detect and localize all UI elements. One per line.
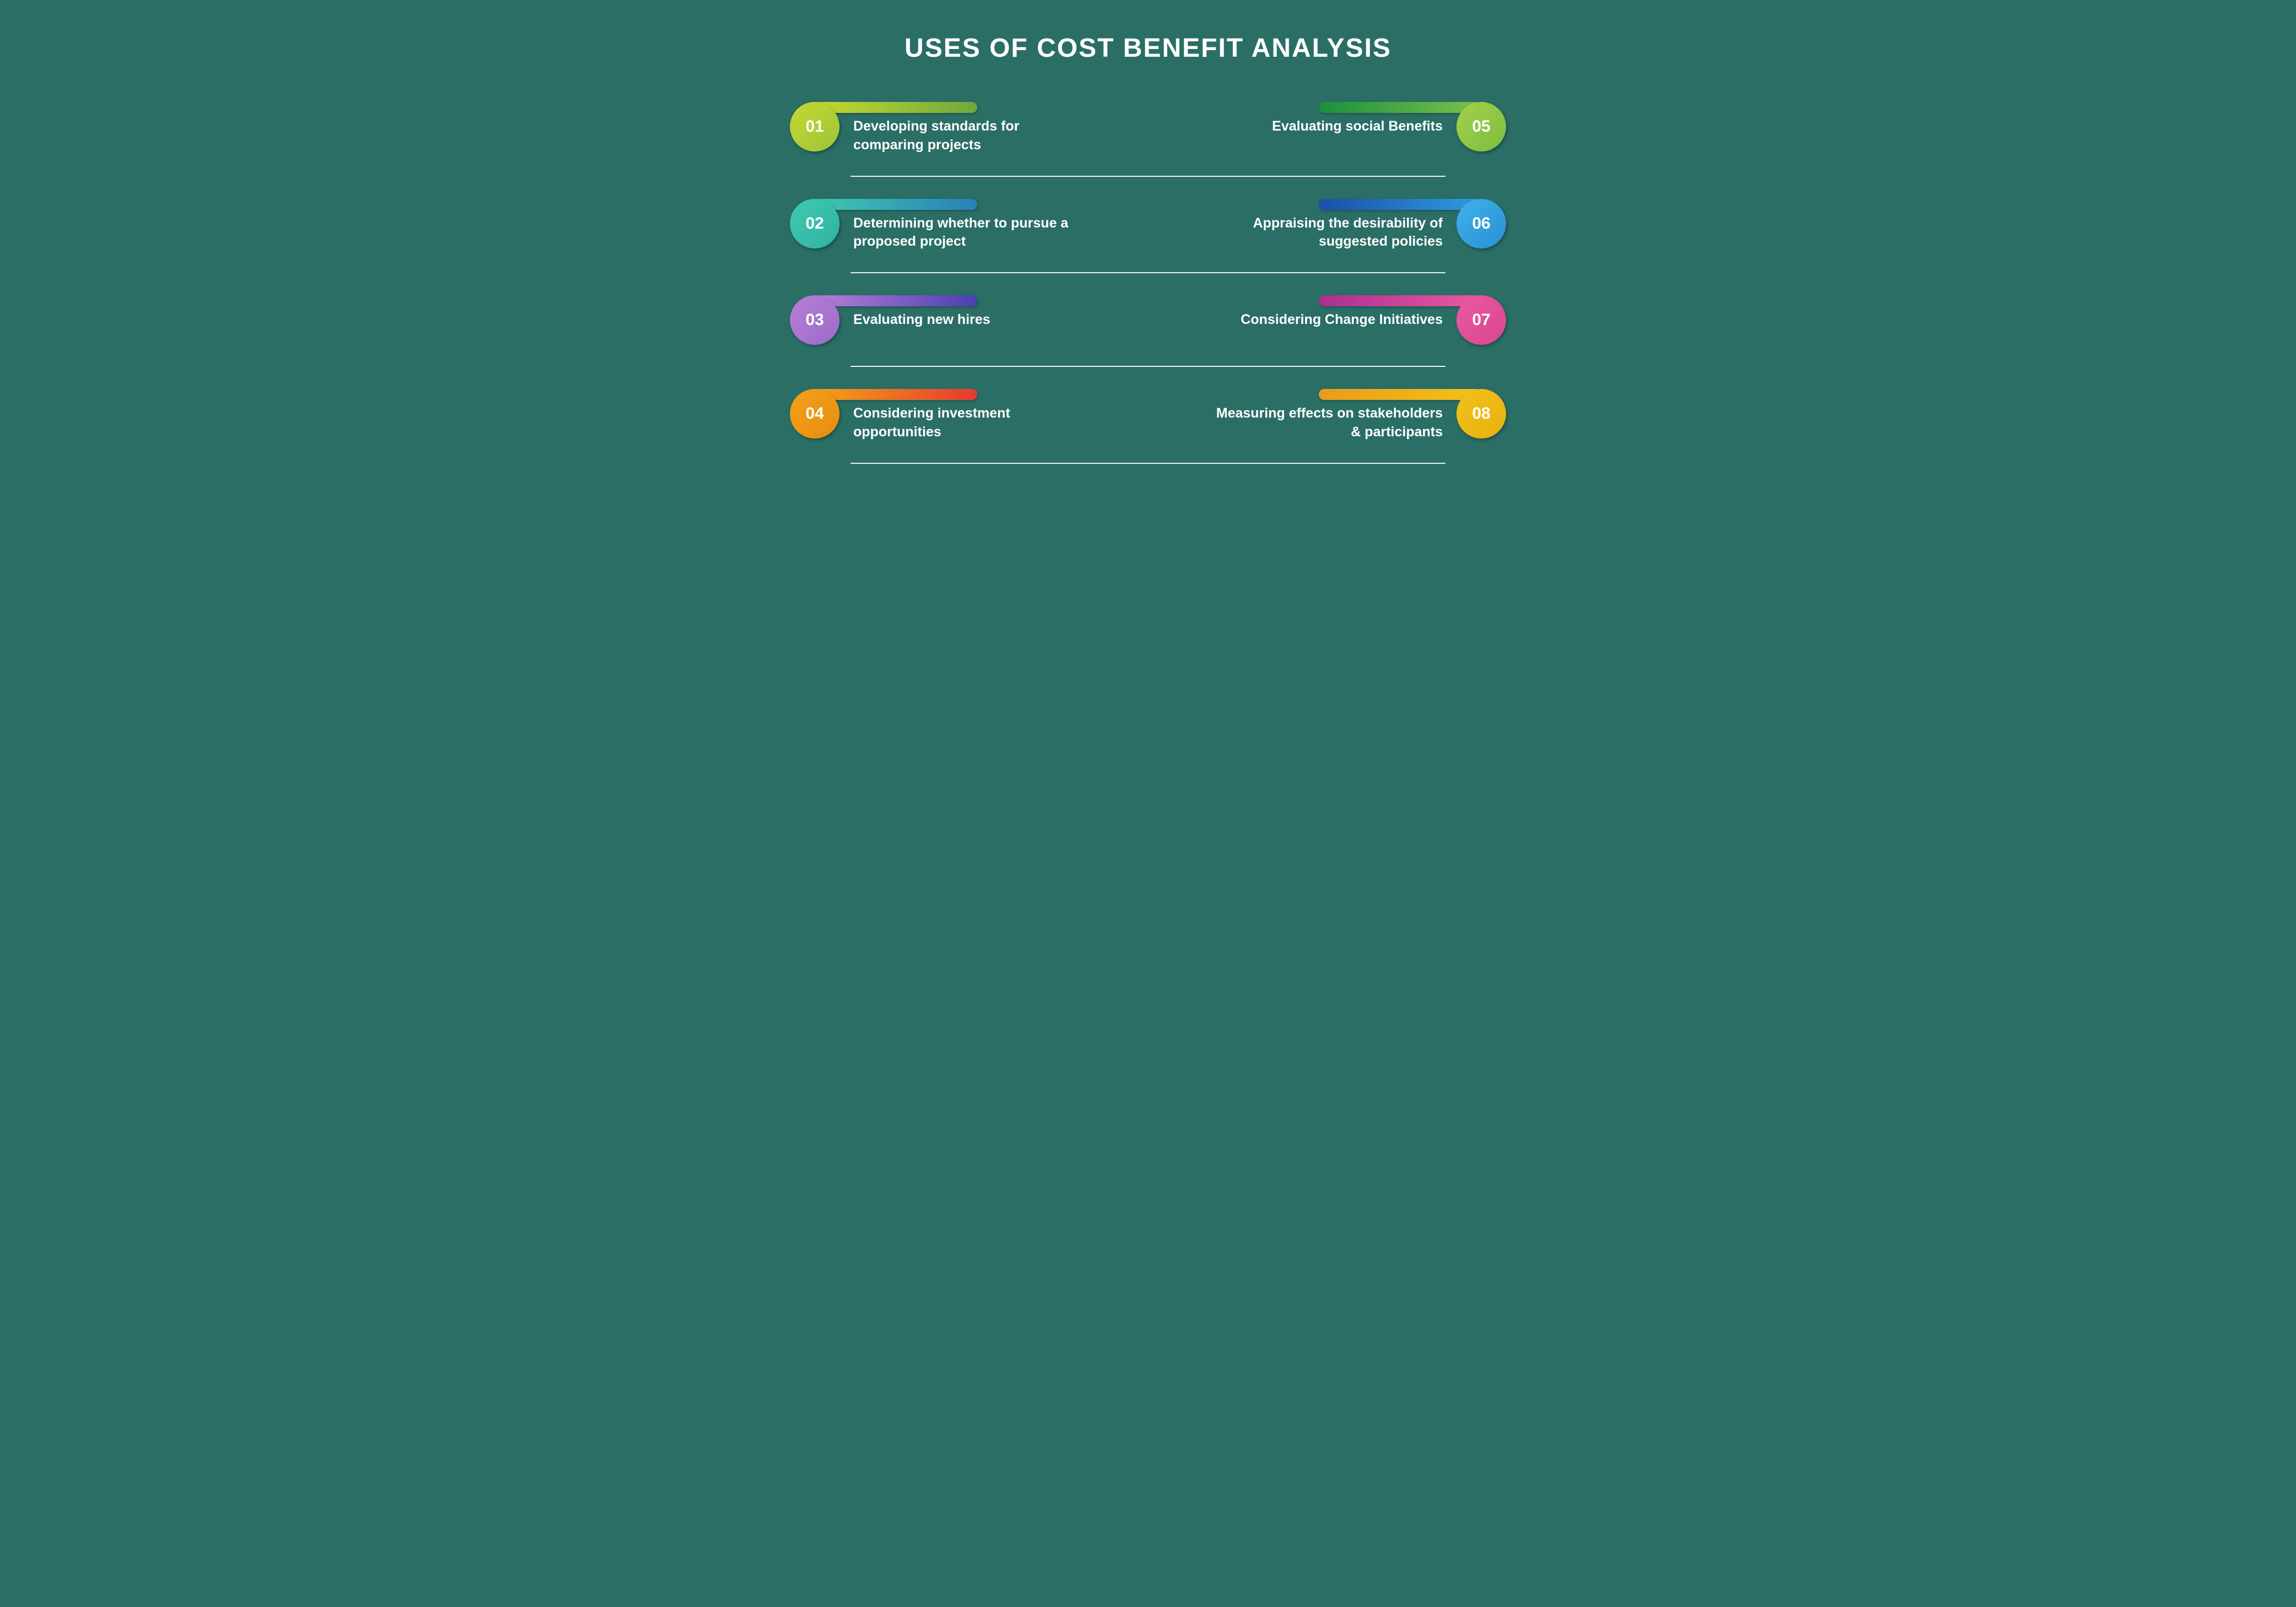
item-04-bubble: 04 — [790, 389, 840, 439]
item-06-underline — [1148, 272, 1445, 273]
item-05-number: 05 — [1472, 117, 1490, 136]
item-04-underline — [851, 463, 1148, 464]
item-01-underline — [851, 176, 1148, 177]
item-01-tab — [815, 102, 977, 113]
item-08-bubble: 08 — [1456, 389, 1506, 439]
item-07: Considering Change Initiatives 07 — [1148, 295, 1512, 367]
item-08: Measuring effects on stakeholders & part… — [1148, 389, 1512, 464]
item-06-tab — [1319, 199, 1481, 210]
item-07-bubble: 07 — [1456, 295, 1506, 345]
item-08-number: 08 — [1472, 404, 1490, 423]
item-03-number: 03 — [805, 311, 824, 329]
item-07-tab — [1319, 295, 1481, 306]
item-02-bubble: 02 — [790, 199, 840, 248]
item-02: 02 Determining whether to pursue a propo… — [784, 199, 1148, 274]
item-03: 03 Evaluating new hires — [784, 295, 1148, 367]
item-07-number: 07 — [1472, 311, 1490, 329]
item-03-underline — [851, 366, 1148, 367]
item-07-underline — [1148, 366, 1445, 367]
item-02-number: 02 — [805, 214, 824, 233]
page-title: USES OF COST BENEFIT ANALYSIS — [905, 33, 1391, 63]
item-05-underline — [1148, 176, 1445, 177]
item-05: Evaluating social Benefits 05 — [1148, 102, 1512, 177]
item-06-bubble: 06 — [1456, 199, 1506, 248]
item-03-bubble: 03 — [790, 295, 840, 345]
infographic-grid: 01 Developing standards for comparing pr… — [784, 102, 1512, 464]
item-06: Appraising the desirability of suggested… — [1148, 199, 1512, 274]
item-03-tab — [815, 295, 977, 306]
item-08-underline — [1148, 463, 1445, 464]
item-01-number: 01 — [805, 117, 824, 136]
item-02-underline — [851, 272, 1148, 273]
item-06-number: 06 — [1472, 214, 1490, 233]
item-05-tab — [1319, 102, 1481, 113]
item-04-number: 04 — [805, 404, 824, 423]
item-08-tab — [1319, 389, 1481, 400]
item-04: 04 Considering investment opportunities — [784, 389, 1148, 464]
item-04-tab — [815, 389, 977, 400]
item-01: 01 Developing standards for comparing pr… — [784, 102, 1148, 177]
item-01-bubble: 01 — [790, 102, 840, 151]
item-05-bubble: 05 — [1456, 102, 1506, 151]
item-02-tab — [815, 199, 977, 210]
